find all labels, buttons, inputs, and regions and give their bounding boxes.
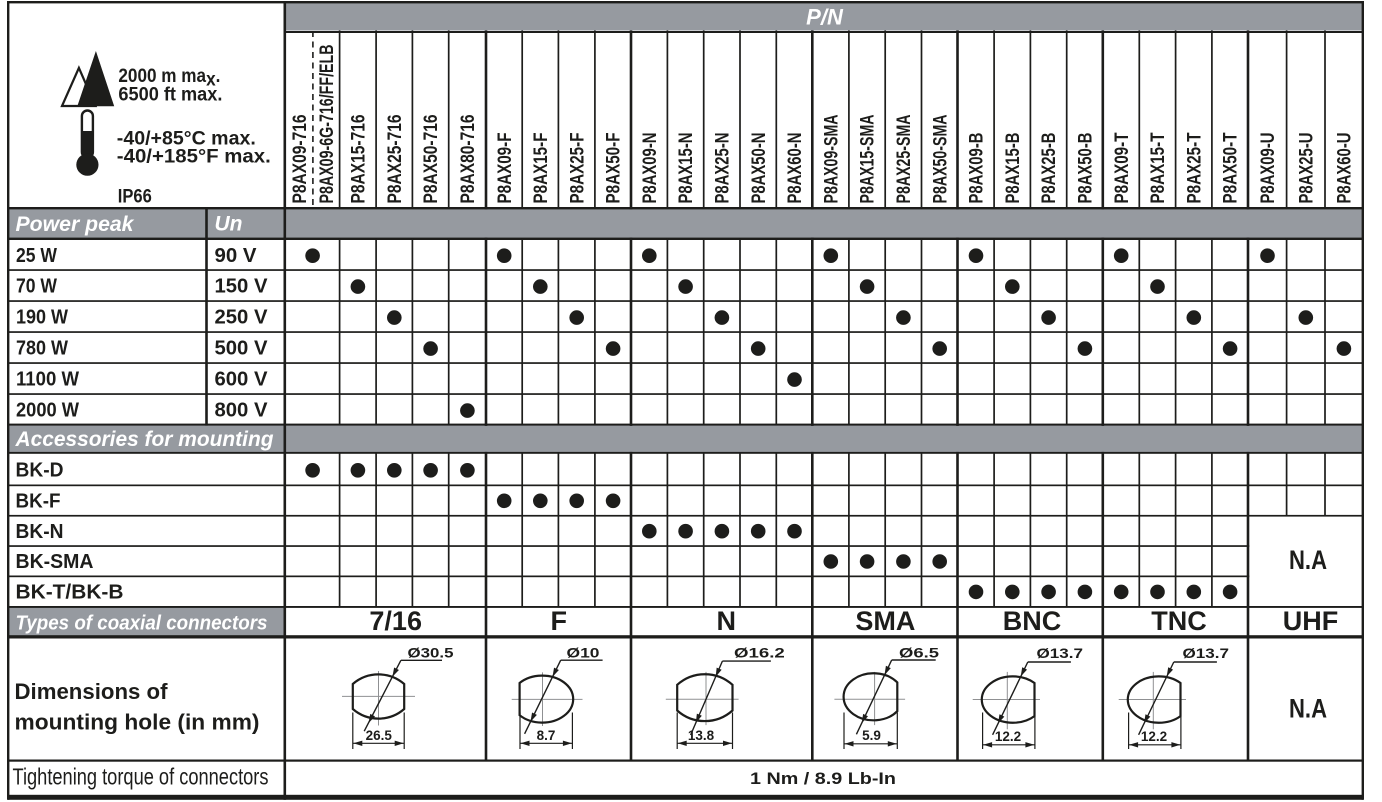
svg-text:P8AX15-B: P8AX15-B <box>1003 133 1024 204</box>
svg-text:Dimensions of: Dimensions of <box>15 679 169 704</box>
svg-text:12.2: 12.2 <box>1141 729 1167 744</box>
svg-text:TNC: TNC <box>1151 606 1207 636</box>
svg-text:250 V: 250 V <box>215 306 268 329</box>
svg-text:600 V: 600 V <box>215 368 268 391</box>
svg-text:P8AX50-SMA: P8AX50-SMA <box>930 114 951 203</box>
svg-text:P8AX15-T: P8AX15-T <box>1148 132 1169 203</box>
svg-text:BK-F: BK-F <box>16 489 61 512</box>
svg-text:P8AX25-SMA: P8AX25-SMA <box>894 114 915 203</box>
svg-text:P/N: P/N <box>806 5 844 30</box>
svg-text:P8AX50-B: P8AX50-B <box>1076 133 1097 204</box>
svg-text:6500 ft max.: 6500 ft max. <box>118 83 222 105</box>
svg-text:P8AX15-SMA: P8AX15-SMA <box>858 114 879 203</box>
svg-text:Ø10: Ø10 <box>567 646 600 661</box>
svg-text:SMA: SMA <box>855 606 915 636</box>
svg-text:8.7: 8.7 <box>537 728 556 743</box>
svg-text:Un: Un <box>215 213 243 236</box>
svg-text:25 W: 25 W <box>16 244 58 267</box>
svg-text:BNC: BNC <box>1003 606 1062 636</box>
svg-text:13.8: 13.8 <box>688 728 715 743</box>
svg-text:2000 W: 2000 W <box>16 399 80 422</box>
svg-text:P8AX60-N: P8AX60-N <box>785 133 806 204</box>
svg-text:mounting hole (in mm): mounting hole (in mm) <box>15 710 260 735</box>
svg-text:P8AX25-N: P8AX25-N <box>713 133 734 204</box>
svg-text:P8AX60-U: P8AX60-U <box>1335 133 1356 204</box>
svg-text:-40/+85°C max.: -40/+85°C max. <box>117 127 256 149</box>
svg-text:Accessories for mounting: Accessories for mounting <box>15 428 274 451</box>
svg-text:2000 m max.: 2000 m max. <box>118 65 220 91</box>
svg-text:90 V: 90 V <box>215 244 257 267</box>
svg-text:P8AX80-716: P8AX80-716 <box>458 115 479 204</box>
svg-text:N: N <box>717 606 737 636</box>
svg-text:UHF: UHF <box>1283 606 1339 636</box>
svg-text:BK-D: BK-D <box>16 458 64 481</box>
svg-text:1100 W: 1100 W <box>16 368 80 391</box>
svg-text:P8AX15-N: P8AX15-N <box>676 133 697 204</box>
svg-text:P8AX09-U: P8AX09-U <box>1258 133 1279 204</box>
svg-text:P8AX50-F: P8AX50-F <box>604 133 625 204</box>
svg-text:800 V: 800 V <box>215 399 268 422</box>
svg-text:BK-SMA: BK-SMA <box>16 550 94 573</box>
svg-text:P8AX09-716: P8AX09-716 <box>290 115 311 204</box>
svg-text:P8AX25-F: P8AX25-F <box>567 133 588 204</box>
svg-text:Types of coaxial connectors: Types of coaxial connectors <box>16 613 268 635</box>
svg-text:190 W: 190 W <box>16 306 69 329</box>
svg-text:F: F <box>551 606 568 636</box>
svg-text:150 V: 150 V <box>215 275 268 298</box>
svg-text:P8AX25-B: P8AX25-B <box>1039 133 1060 204</box>
svg-text:26.5: 26.5 <box>366 728 393 743</box>
svg-text:P8AX09-B: P8AX09-B <box>967 133 988 204</box>
svg-text:P8AX25-716: P8AX25-716 <box>385 115 406 204</box>
svg-text:Ø6.5: Ø6.5 <box>899 646 940 661</box>
svg-text:IP66: IP66 <box>118 186 152 208</box>
svg-text:Ø13.7: Ø13.7 <box>1037 646 1084 661</box>
svg-text:P8AX25-T: P8AX25-T <box>1184 132 1205 203</box>
svg-text:P8AX09-N: P8AX09-N <box>640 133 661 204</box>
svg-text:12.2: 12.2 <box>995 729 1021 744</box>
svg-text:Ø30.5: Ø30.5 <box>408 646 455 661</box>
svg-text:N.A: N.A <box>1289 545 1327 575</box>
svg-text:-40/+185°F max.: -40/+185°F max. <box>117 145 271 167</box>
svg-text:P8AX09-F: P8AX09-F <box>495 133 516 204</box>
svg-text:BK-T/BK-B: BK-T/BK-B <box>16 581 124 604</box>
svg-text:Power peak: Power peak <box>16 213 135 236</box>
svg-text:500 V: 500 V <box>215 337 268 360</box>
svg-text:7/16: 7/16 <box>369 606 422 636</box>
svg-text:P8AX25-U: P8AX25-U <box>1296 133 1317 204</box>
svg-text:1 Nm / 8.9 Lb-In: 1 Nm / 8.9 Lb-In <box>750 769 896 788</box>
svg-text:P8AX15-716: P8AX15-716 <box>349 115 370 204</box>
svg-text:P8AX09-T: P8AX09-T <box>1112 132 1133 203</box>
svg-text:P8AX50-716: P8AX50-716 <box>421 115 442 204</box>
svg-text:N.A: N.A <box>1289 694 1327 724</box>
svg-text:Tightening torque of connector: Tightening torque of connectors <box>13 764 269 790</box>
svg-text:P8AX50-N: P8AX50-N <box>749 133 770 204</box>
svg-text:P8AX50-T: P8AX50-T <box>1221 132 1242 203</box>
svg-text:70 W: 70 W <box>16 275 58 298</box>
svg-text:P8AX09-6G-716/FF/ELB: P8AX09-6G-716/FF/ELB <box>317 45 338 204</box>
svg-text:Ø16.2: Ø16.2 <box>734 646 785 661</box>
svg-text:780 W: 780 W <box>16 337 69 360</box>
svg-text:P8AX09-SMA: P8AX09-SMA <box>821 114 842 203</box>
svg-text:5.9: 5.9 <box>862 728 881 743</box>
svg-text:P8AX15-F: P8AX15-F <box>531 133 552 204</box>
svg-text:Ø13.7: Ø13.7 <box>1183 646 1230 661</box>
svg-text:BK-N: BK-N <box>16 520 64 543</box>
